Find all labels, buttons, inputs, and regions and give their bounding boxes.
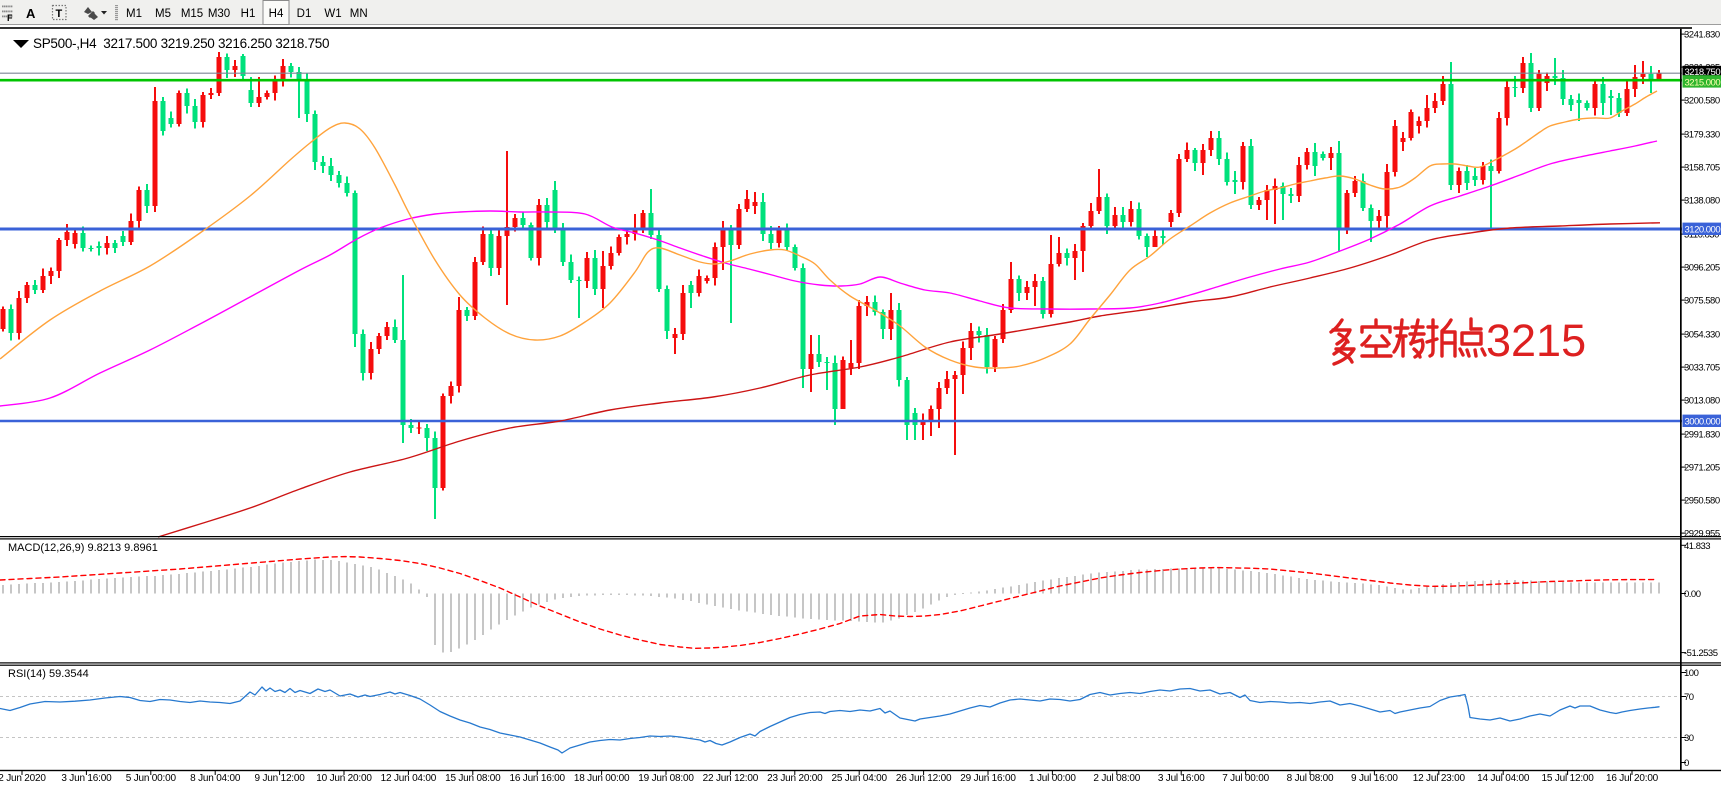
svg-text:M5: M5 xyxy=(155,8,171,20)
svg-text:8 Jun 04:00: 8 Jun 04:00 xyxy=(190,773,241,784)
svg-text:1 Jul 00:00: 1 Jul 00:00 xyxy=(1029,773,1076,784)
svg-text:A: A xyxy=(26,6,36,21)
svg-text:5 Jun 00:00: 5 Jun 00:00 xyxy=(126,773,177,784)
svg-text:3215: 3215 xyxy=(1486,315,1586,366)
svg-text:2950.580: 2950.580 xyxy=(1684,496,1720,507)
svg-text:15 Jul 12:00: 15 Jul 12:00 xyxy=(1542,773,1595,784)
svg-text:3013.080: 3013.080 xyxy=(1684,396,1720,407)
svg-text:F: F xyxy=(7,13,13,23)
svg-text:3096.205: 3096.205 xyxy=(1684,263,1720,274)
svg-text:2 Jun 2020: 2 Jun 2020 xyxy=(0,773,46,784)
svg-text:22 Jun 12:00: 22 Jun 12:00 xyxy=(703,773,759,784)
svg-text:3075.580: 3075.580 xyxy=(1684,296,1720,307)
svg-text:M30: M30 xyxy=(208,8,230,20)
svg-text:8 Jul 08:00: 8 Jul 08:00 xyxy=(1287,773,1334,784)
svg-text:30: 30 xyxy=(1684,733,1694,744)
svg-text:3054.330: 3054.330 xyxy=(1684,330,1720,341)
svg-text:16 Jun 16:00: 16 Jun 16:00 xyxy=(509,773,565,784)
svg-text:2 Jul 08:00: 2 Jul 08:00 xyxy=(1093,773,1140,784)
svg-text:3 Jul 16:00: 3 Jul 16:00 xyxy=(1158,773,1205,784)
svg-text:3 Jun 16:00: 3 Jun 16:00 xyxy=(61,773,112,784)
svg-text:W1: W1 xyxy=(324,8,341,20)
svg-text:7 Jul 00:00: 7 Jul 00:00 xyxy=(1222,773,1269,784)
svg-text:12 Jun 04:00: 12 Jun 04:00 xyxy=(381,773,437,784)
svg-text:D1: D1 xyxy=(297,8,312,20)
svg-text:MN: MN xyxy=(350,8,368,20)
svg-text:100: 100 xyxy=(1684,668,1699,679)
svg-text:18 Jun 00:00: 18 Jun 00:00 xyxy=(574,773,630,784)
svg-text:23 Jun 20:00: 23 Jun 20:00 xyxy=(767,773,823,784)
svg-text:12 Jul 23:00: 12 Jul 23:00 xyxy=(1413,773,1466,784)
svg-text:0.00: 0.00 xyxy=(1684,589,1701,600)
svg-text:MACD(12,26,9) 9.8213 9.8961: MACD(12,26,9) 9.8213 9.8961 xyxy=(8,542,158,554)
svg-text:RSI(14) 59.3544: RSI(14) 59.3544 xyxy=(8,668,89,680)
svg-text:70: 70 xyxy=(1684,692,1694,703)
svg-text:3241.830: 3241.830 xyxy=(1684,30,1720,41)
svg-text:SP500-,H4 3217.500 3219.250 3: SP500-,H4 3217.500 3219.250 3216.250 321… xyxy=(33,36,329,51)
svg-text:10 Jun 20:00: 10 Jun 20:00 xyxy=(316,773,372,784)
svg-text:3120.000: 3120.000 xyxy=(1685,224,1721,235)
svg-text:3033.705: 3033.705 xyxy=(1684,363,1720,374)
svg-text:41.833: 41.833 xyxy=(1684,541,1710,552)
svg-text:0: 0 xyxy=(1684,758,1689,769)
svg-text:3215.000: 3215.000 xyxy=(1685,77,1721,88)
svg-text:T: T xyxy=(56,8,63,20)
svg-text:3138.080: 3138.080 xyxy=(1684,196,1720,207)
svg-text:M15: M15 xyxy=(181,8,203,20)
svg-text:25 Jun 04:00: 25 Jun 04:00 xyxy=(831,773,887,784)
svg-text:14 Jul 04:00: 14 Jul 04:00 xyxy=(1477,773,1530,784)
svg-text:16 Jul 20:00: 16 Jul 20:00 xyxy=(1606,773,1659,784)
svg-text:3179.330: 3179.330 xyxy=(1684,130,1720,141)
svg-text:9 Jun 12:00: 9 Jun 12:00 xyxy=(255,773,306,784)
svg-text:3200.580: 3200.580 xyxy=(1684,96,1720,107)
svg-text:2971.205: 2971.205 xyxy=(1684,463,1720,474)
svg-text:15 Jun 08:00: 15 Jun 08:00 xyxy=(445,773,501,784)
svg-text:3000.000: 3000.000 xyxy=(1685,416,1721,427)
svg-text:26 Jun 12:00: 26 Jun 12:00 xyxy=(896,773,952,784)
svg-text:2991.830: 2991.830 xyxy=(1684,430,1720,441)
svg-text:19 Jun 08:00: 19 Jun 08:00 xyxy=(638,773,694,784)
svg-text:-51.2535: -51.2535 xyxy=(1684,648,1718,659)
svg-text:M1: M1 xyxy=(126,8,142,20)
svg-text:3218.750: 3218.750 xyxy=(1685,67,1721,78)
svg-text:3116.830: 3116.830 xyxy=(1684,230,1719,241)
svg-text:3158.705: 3158.705 xyxy=(1684,163,1720,174)
svg-text:9 Jul 16:00: 9 Jul 16:00 xyxy=(1351,773,1398,784)
svg-text:H4: H4 xyxy=(269,8,284,20)
svg-text:29 Jun 16:00: 29 Jun 16:00 xyxy=(960,773,1016,784)
svg-text:H1: H1 xyxy=(241,8,256,20)
svg-text:2929.955: 2929.955 xyxy=(1684,529,1720,540)
